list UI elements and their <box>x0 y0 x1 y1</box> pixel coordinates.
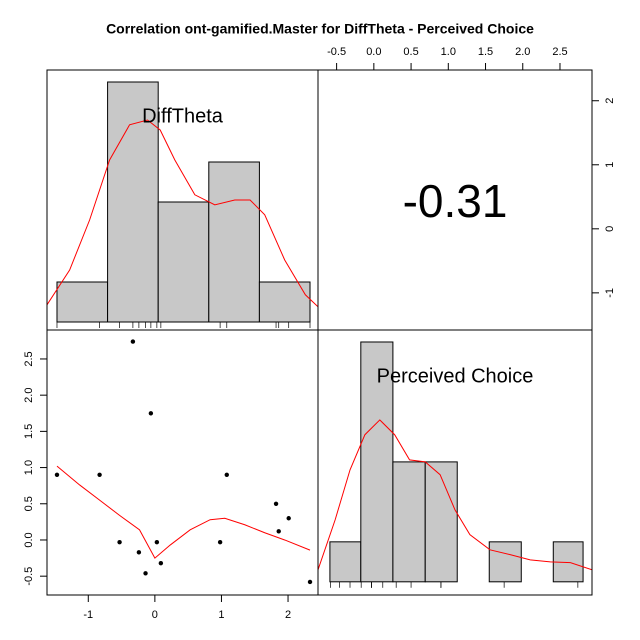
density-line <box>318 419 592 571</box>
x-tick-label: 2 <box>285 609 291 621</box>
scatter-point <box>136 550 142 555</box>
variable-label: Perceived Choice <box>377 365 534 387</box>
y-tick-label: 1.5 <box>23 424 35 439</box>
scatter-point <box>286 516 291 521</box>
x-tick-label: 0 <box>152 609 158 621</box>
y-tick-label: 2.0 <box>23 388 35 403</box>
histogram-bar <box>424 461 458 583</box>
scatter-point <box>276 529 281 534</box>
y-tick-label: 1 <box>604 162 616 168</box>
scatter-point <box>273 501 279 506</box>
scatter-point <box>154 539 160 545</box>
scatter-point <box>224 472 229 478</box>
scatter-point <box>307 579 313 585</box>
y-tick-label: 0 <box>604 226 616 232</box>
scatter-point <box>117 539 122 545</box>
x-tick-label: 2.5 <box>552 46 567 58</box>
y-tick-label: 2 <box>604 98 616 104</box>
scatter-point <box>97 472 102 478</box>
x-tick-label: 1.5 <box>478 46 493 58</box>
x-tick-label: -1 <box>83 609 93 621</box>
y-tick-label: 1.0 <box>23 460 35 475</box>
x-tick-label: 2.0 <box>515 46 530 58</box>
scatter-point <box>158 560 164 566</box>
y-tick-label: -1 <box>604 288 616 298</box>
scatter-point <box>217 539 223 545</box>
y-tick-label: 2.5 <box>23 351 35 366</box>
y-tick-label: 0.5 <box>23 496 35 511</box>
histogram-bar <box>56 281 109 323</box>
chart-title: Correlation ont-gamified.Master for Diff… <box>106 21 534 37</box>
x-tick-label: 0.0 <box>366 46 381 58</box>
y-tick-label: 0.0 <box>23 532 35 547</box>
histogram-bar <box>157 201 210 323</box>
panel-frame <box>317 329 593 596</box>
scatter-point <box>130 339 136 344</box>
y-tick-label: -0.5 <box>23 567 35 586</box>
x-tick-label: 1.0 <box>441 46 456 58</box>
histogram-bar <box>329 541 362 583</box>
histogram-bar <box>392 461 426 583</box>
variable-label: DiffTheta <box>142 105 224 127</box>
scatter-point <box>54 472 60 478</box>
density-line <box>47 119 318 308</box>
x-tick-label: -0.5 <box>327 46 346 58</box>
scatter-point <box>143 571 148 576</box>
correlation-value: -0.31 <box>403 175 508 227</box>
panel-frame <box>46 329 319 596</box>
histogram-bar <box>360 341 394 583</box>
x-tick-label: 0.5 <box>403 46 418 58</box>
scatter-point <box>148 411 154 416</box>
histogram-bar <box>258 281 311 323</box>
fit-line <box>56 465 311 559</box>
histogram-bar <box>208 161 260 323</box>
x-tick-label: 1 <box>218 609 224 621</box>
histogram-bar <box>488 541 522 583</box>
